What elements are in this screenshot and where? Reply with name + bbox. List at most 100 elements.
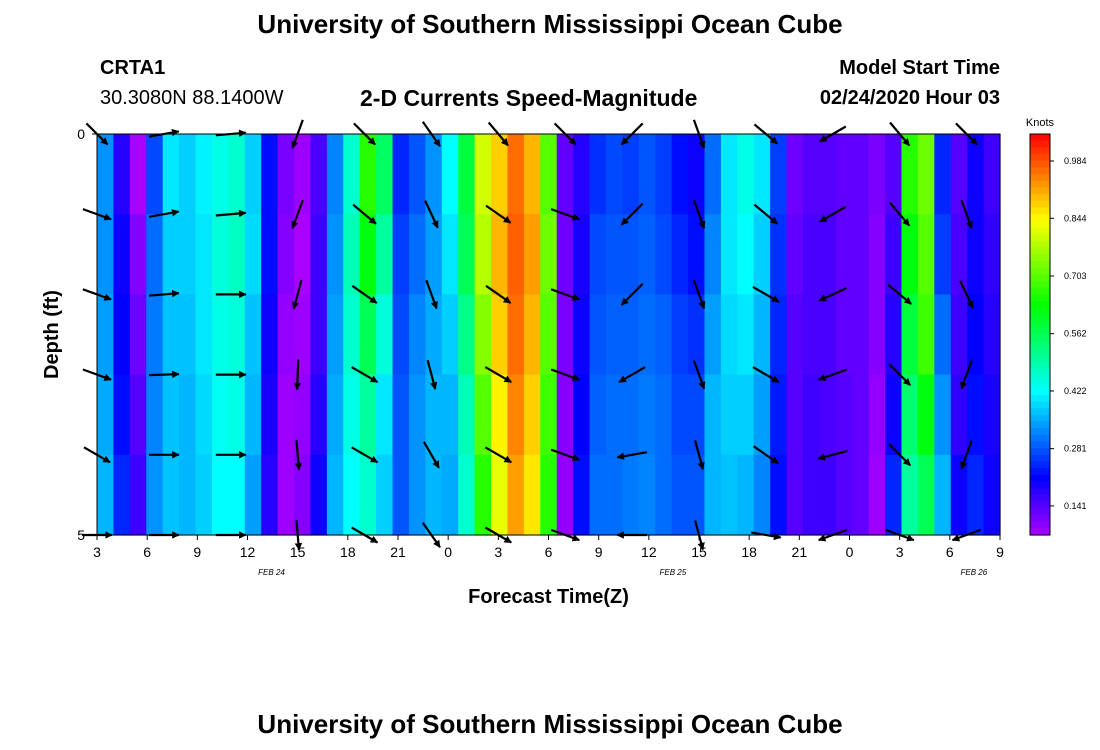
heatmap-cell (129, 294, 147, 376)
current-vector-arrow (692, 360, 706, 390)
heatmap-cell (507, 214, 525, 295)
colorbar-segment (1030, 314, 1050, 322)
current-vector-arrow (484, 446, 512, 464)
heatmap-cell (819, 214, 837, 295)
y-tick-label: 0 (77, 126, 85, 142)
current-vector-arrow (752, 445, 779, 465)
heatmap-cell (556, 454, 574, 536)
colorbar-segment (1030, 307, 1050, 316)
heatmap-cell (294, 134, 312, 215)
colorbar-segment (1030, 214, 1050, 222)
colorbar-segment (1030, 508, 1050, 516)
current-vector-arrow (752, 285, 780, 303)
heatmap-cell (474, 214, 492, 295)
y-tick-label: 5 (77, 527, 85, 543)
colorbar-segment (1030, 441, 1050, 449)
current-vector-arrow (352, 203, 377, 225)
colorbar-segment (1030, 528, 1050, 536)
heatmap-cell (326, 214, 344, 295)
colorbar-segment (1030, 301, 1050, 309)
heatmap-cell (967, 214, 985, 295)
heatmap-cell (868, 214, 886, 295)
heatmap-cell (408, 214, 426, 295)
heatmap-cell (901, 454, 919, 536)
heatmap-cell (129, 134, 147, 215)
current-vector-arrow (351, 446, 379, 464)
heatmap-cell (491, 134, 509, 215)
date-label: FEB 24 (258, 568, 285, 577)
heatmap-cell (359, 214, 377, 295)
heatmap-cell (244, 134, 262, 215)
heatmap-cell (589, 214, 607, 295)
heatmap-cell (146, 214, 164, 295)
heatmap-cell (704, 454, 722, 536)
heatmap-cell (819, 454, 837, 536)
heatmap-cell (491, 294, 509, 376)
current-vector-arrow (618, 366, 646, 384)
current-vector-arrow (484, 366, 512, 384)
heatmap-cell (737, 374, 755, 456)
heatmap-cell (425, 214, 443, 295)
heatmap-cell (655, 134, 673, 215)
colorbar-segment (1030, 401, 1050, 409)
heatmap-cell (294, 214, 312, 295)
colorbar-segment (1030, 180, 1050, 189)
heatmap-cell (802, 454, 820, 536)
heatmap-cell (950, 294, 968, 376)
station-coordinates: 30.3080N 88.1400W (100, 87, 284, 109)
heatmap-cell (359, 374, 377, 456)
heatmap-cell (195, 454, 213, 536)
current-vector-arrow (817, 368, 848, 381)
heatmap-cell (868, 134, 886, 215)
heatmap-cell (113, 454, 131, 536)
current-vector-arrow (960, 360, 973, 390)
heatmap-cell (967, 294, 985, 376)
x-tick-label: 18 (340, 544, 356, 560)
heatmap-cell (786, 454, 804, 536)
current-vector-arrow (550, 208, 581, 221)
heatmap-cell (228, 134, 246, 215)
colorbar-segment (1030, 334, 1050, 342)
heatmap-cell (655, 214, 673, 295)
heatmap-cell (655, 454, 673, 536)
heatmap-cell (802, 134, 820, 215)
heatmap-cell (852, 294, 870, 376)
heatmap-cell (343, 214, 361, 295)
colorbar-segment (1030, 381, 1050, 389)
heatmap-cell (228, 294, 246, 376)
current-vector-arrow (148, 209, 180, 218)
heatmap-cell (162, 374, 180, 456)
colorbar-title: Knots (1026, 117, 1055, 129)
heatmap-cell (277, 454, 295, 536)
heatmap-cell (638, 374, 656, 456)
heatmap-cell (540, 294, 558, 376)
colorbar-segment (1030, 361, 1050, 369)
current-vector-arrow (620, 202, 644, 226)
x-tick-label: 21 (792, 544, 808, 560)
heatmap-cell (179, 214, 197, 295)
heatmap-cell (819, 294, 837, 376)
heatmap-cell (97, 294, 115, 376)
colorbar-tick-label: 0.141 (1064, 501, 1087, 511)
heatmap-cell (392, 134, 410, 215)
heatmap-cell (556, 294, 574, 376)
heatmap-cell (950, 214, 968, 295)
heatmap-cell (917, 454, 935, 536)
heatmap-cell (753, 454, 771, 536)
chart-subtitle: 2-D Currents Speed-Magnitude (360, 85, 698, 111)
colorbar-segment (1030, 227, 1050, 235)
heatmap-chart: 3 6 9 12 15 18 21 0 3 6 9 12 15 18 21 0 3 6 9 FEB 24 FEB 25 F… (41, 117, 1087, 608)
heatmap-cell (326, 374, 344, 456)
heatmap-cell (261, 374, 279, 456)
heatmap-cell (277, 294, 295, 376)
x-tick-label: 12 (641, 544, 657, 560)
current-vector-arrow (887, 283, 912, 305)
current-vector-arrow (959, 280, 974, 309)
current-vector-arrow (889, 201, 911, 227)
heatmap-cell (244, 374, 262, 456)
heatmap-cell (97, 454, 115, 536)
current-vector-arrow (888, 443, 912, 467)
heatmap-cell (359, 134, 377, 215)
colorbar-segment (1030, 501, 1050, 509)
x-tick-label: 3 (896, 544, 904, 560)
